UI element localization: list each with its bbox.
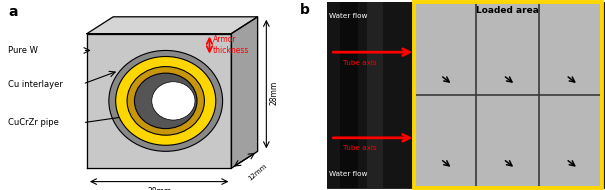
Ellipse shape	[116, 56, 216, 145]
Text: 12mm: 12mm	[247, 163, 267, 182]
Polygon shape	[87, 34, 231, 168]
Text: Armor
thickness: Armor thickness	[213, 35, 249, 55]
Bar	[367, 2, 383, 188]
Bar	[414, 2, 602, 188]
Polygon shape	[231, 17, 258, 168]
Text: a: a	[8, 5, 18, 19]
Text: Water flow: Water flow	[329, 171, 367, 177]
Bar	[414, 2, 602, 188]
Text: Cu interlayer: Cu interlayer	[8, 80, 63, 89]
Text: 28mm: 28mm	[270, 80, 279, 105]
Text: b: b	[299, 3, 309, 17]
Text: Pure W: Pure W	[8, 46, 38, 55]
Text: Tube axis: Tube axis	[343, 145, 376, 151]
Text: Tube axis: Tube axis	[343, 60, 376, 66]
Text: CuCrZr pipe: CuCrZr pipe	[8, 118, 59, 127]
Text: Water flow: Water flow	[329, 13, 367, 19]
Ellipse shape	[152, 82, 195, 120]
Ellipse shape	[134, 73, 197, 129]
Ellipse shape	[127, 66, 204, 135]
Text: 28mm: 28mm	[147, 187, 171, 190]
Bar	[339, 2, 358, 188]
Text: Loaded area: Loaded area	[476, 6, 539, 15]
Polygon shape	[87, 17, 258, 34]
Bar	[327, 2, 414, 188]
Ellipse shape	[109, 50, 223, 151]
